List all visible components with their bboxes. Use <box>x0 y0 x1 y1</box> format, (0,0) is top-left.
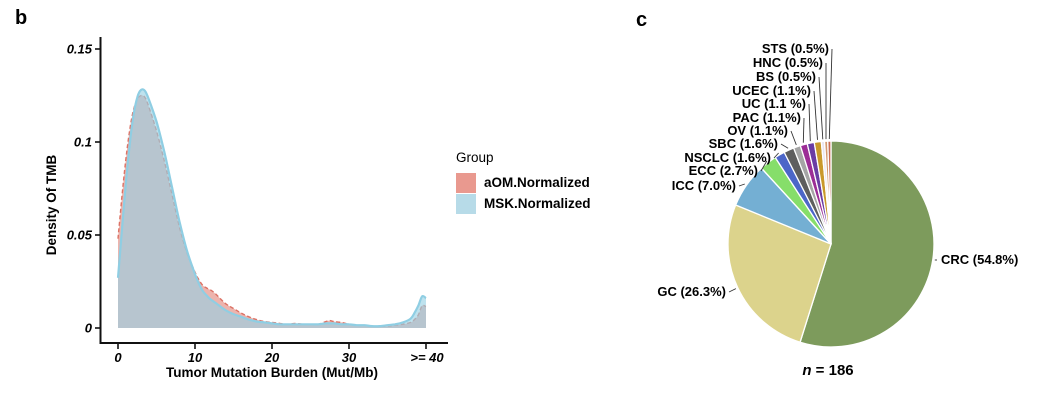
legend-label-aom: aOM.Normalized <box>484 175 590 190</box>
pie-n-label: n = 186 <box>753 362 903 379</box>
legend-label-msk: MSK.Normalized <box>484 196 591 211</box>
pie-leader-GC <box>728 288 737 293</box>
pie-n-rest: = 186 <box>811 362 854 379</box>
density-area-MSK.Normalized <box>118 89 426 329</box>
pie-leader-BS <box>818 76 824 140</box>
pie-label-OV: OV (1.1%) <box>727 123 788 138</box>
y-tick-label: 0.15 <box>67 42 93 57</box>
pie-leader-PAC <box>802 117 805 143</box>
pie-leader-SBC <box>780 143 789 149</box>
y-tick-label: 0 <box>85 321 93 336</box>
pie-leader-UC <box>808 103 811 142</box>
legend-swatch-msk <box>456 193 476 214</box>
density-curve-MSK.Normalized <box>116 88 427 328</box>
pie-label-HNC: HNC (0.5%) <box>753 55 823 70</box>
legend-entry-aom: aOM.Normalized <box>456 172 591 193</box>
pie-label-UCEC: UCEC (1.1%) <box>732 83 811 98</box>
pie-label-UC: UC (1.1 %) <box>742 96 806 111</box>
legend-entry-msk: MSK.Normalized <box>456 193 591 214</box>
pie-leader-NSCLC <box>773 152 779 159</box>
pie-label-NSCLC: NSCLC (1.6%) <box>684 150 771 165</box>
x-tick-label: 0 <box>114 350 122 365</box>
legend-swatch-aom <box>456 172 476 193</box>
y-tick-label: 0.05 <box>67 228 93 243</box>
pie-slice-CRC <box>799 140 935 348</box>
pie-leader-ECC <box>760 160 768 172</box>
legend-title: Group <box>456 150 494 165</box>
pie-leader-UCEC <box>813 90 818 140</box>
y-axis-title: Density Of TMB <box>44 155 59 256</box>
pie-label-SBC: SBC (1.6%) <box>709 136 778 151</box>
pie-label-PAC: PAC (1.1%) <box>733 110 801 125</box>
panel-c-letter: c <box>636 9 648 31</box>
x-axis-title: Tumor Mutation Burden (Mut/Mb) <box>166 365 378 380</box>
pie-label-STS: STS (0.5%) <box>762 41 829 56</box>
x-tick-label: 30 <box>342 350 357 365</box>
pie-label-ECC: ECC (2.7%) <box>689 163 758 178</box>
x-tick-label: >= 40 <box>410 350 444 365</box>
pie-leader-ICC <box>738 183 745 187</box>
pie-label-BS: BS (0.5%) <box>756 69 816 84</box>
pie-leader-STS <box>828 48 833 140</box>
pie-n-italic: n <box>802 362 812 379</box>
panel-b-letter: b <box>15 7 28 29</box>
pie-slice-STS <box>827 140 832 245</box>
pie-slice-GC <box>727 204 832 343</box>
pie-leader-OV <box>790 130 797 146</box>
x-tick-label: 10 <box>188 350 203 365</box>
pie-label-GC: GC (26.3%) <box>657 284 726 299</box>
pie-label-ICC: ICC (7.0%) <box>672 178 736 193</box>
pie-label-CRC: CRC (54.8%) <box>941 252 1018 267</box>
y-tick-label: 0.1 <box>74 135 92 150</box>
x-tick-label: 20 <box>264 350 280 365</box>
density-legend: Group aOM.Normalized MSK.Normalized <box>456 150 591 214</box>
